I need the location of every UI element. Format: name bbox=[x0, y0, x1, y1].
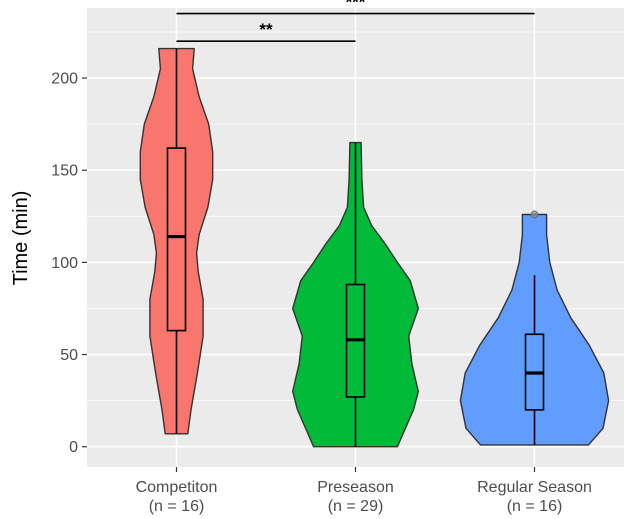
significance-brackets: ***** bbox=[176, 0, 535, 42]
x-category-label: Regular Season bbox=[477, 479, 592, 496]
x-category-label: Competiton bbox=[136, 479, 218, 496]
x-axis: Competiton (n = 16) Preseason (n = 29) Regul… bbox=[136, 467, 592, 515]
significance-label-0: ** bbox=[259, 20, 273, 39]
violins bbox=[139, 47, 610, 448]
x-category-n-label: (n = 16) bbox=[149, 498, 205, 515]
y-tick-label: 0 bbox=[69, 439, 78, 456]
y-axis: 0 50 100 150 200 bbox=[51, 71, 87, 456]
x-category-n-label: (n = 29) bbox=[328, 498, 384, 515]
x-category-label: Preseason bbox=[317, 479, 394, 496]
box-0 bbox=[166, 147, 187, 332]
outlier-point-2-0 bbox=[530, 210, 539, 219]
violin-group-2 bbox=[459, 210, 610, 446]
y-tick-label: 100 bbox=[51, 255, 78, 272]
violin-group-0 bbox=[139, 47, 214, 435]
x-category-n-label: (n = 16) bbox=[507, 498, 563, 515]
y-axis-title: Time (min) bbox=[10, 191, 32, 286]
y-tick-label: 200 bbox=[51, 71, 78, 88]
significance-label-1: *** bbox=[346, 0, 366, 12]
y-tick-label: 50 bbox=[60, 347, 78, 364]
y-tick-label: 150 bbox=[51, 163, 78, 180]
violin-group-1 bbox=[292, 141, 419, 448]
